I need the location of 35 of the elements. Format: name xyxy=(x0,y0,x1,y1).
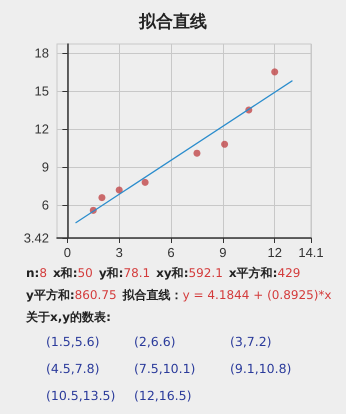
text: (1.5,5.6) xyxy=(46,333,100,351)
x-tick-label: 6 xyxy=(167,245,175,260)
x-tick-label: 0 xyxy=(64,245,71,260)
x-tick-label: 9 xyxy=(219,245,226,260)
x-tick-label: 14.1 xyxy=(298,245,324,260)
text: xy和:592.1 xyxy=(156,265,223,282)
text: (12,16.5) xyxy=(134,387,192,405)
text: (3,7.2) xyxy=(230,333,273,351)
text: 拟合直线：y = 4.1844 + (0.8925)*x xyxy=(122,287,332,304)
text: (2,6.6) xyxy=(134,333,177,351)
text: (10.5,13.5) xyxy=(46,387,116,405)
x-tick-label: 3 xyxy=(116,245,123,260)
point xyxy=(98,194,106,202)
text: y和:78.1 xyxy=(98,265,150,282)
text: 关于x,y的数表: xyxy=(26,309,111,326)
text: x平方和:429 xyxy=(228,265,300,282)
point xyxy=(193,150,200,157)
text: (9.1,10.8) xyxy=(230,360,292,378)
text: (4.5,7.8) xyxy=(46,360,100,378)
y-tick-label: 6 xyxy=(42,198,49,213)
y-tick-label: 9 xyxy=(42,160,49,175)
y-tick-label: 3.42 xyxy=(24,230,49,246)
text: x和:50 xyxy=(52,265,93,282)
point xyxy=(116,186,123,194)
chart-title: 拟合直线 xyxy=(138,12,207,31)
x-tick-label: 12 xyxy=(267,245,282,260)
y-tick-label: 12 xyxy=(34,122,49,137)
text: n:8 xyxy=(26,265,47,282)
text: y平方和:860.75 xyxy=(26,287,117,304)
y-tick-label: 18 xyxy=(34,45,49,60)
text: (7.5,10.1) xyxy=(134,360,196,378)
point xyxy=(221,140,228,148)
y-tick-label: 15 xyxy=(34,83,49,98)
point xyxy=(271,68,278,76)
point xyxy=(142,178,149,186)
